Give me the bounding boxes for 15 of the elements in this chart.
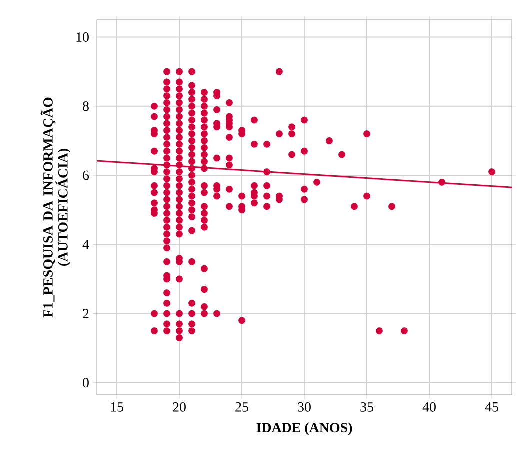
x-tick-label: 25 [236, 402, 248, 412]
y-tick-label: 6 [83, 170, 90, 180]
y-tick-label: 8 [83, 102, 89, 112]
x-tick-label: 40 [422, 402, 436, 412]
x-tick-label: 20 [173, 402, 186, 412]
y-axis-title: F1_PESQUISA DA INFORMAÇÃO (AUTOEFICÁCIA) [40, 98, 71, 318]
x-axis-title: IDADE (ANOS) [256, 422, 352, 436]
x-tick-label: 45 [485, 402, 498, 412]
x-tick-label: 15 [111, 402, 124, 412]
y-tick-label: 4 [82, 240, 90, 250]
y-tick-label: 0 [83, 378, 89, 388]
x-tick-label: 35 [360, 402, 374, 412]
y-tick-label: 2 [83, 309, 89, 318]
y-tick-label: 10 [76, 32, 89, 42]
x-tick-label: 30 [298, 402, 311, 412]
